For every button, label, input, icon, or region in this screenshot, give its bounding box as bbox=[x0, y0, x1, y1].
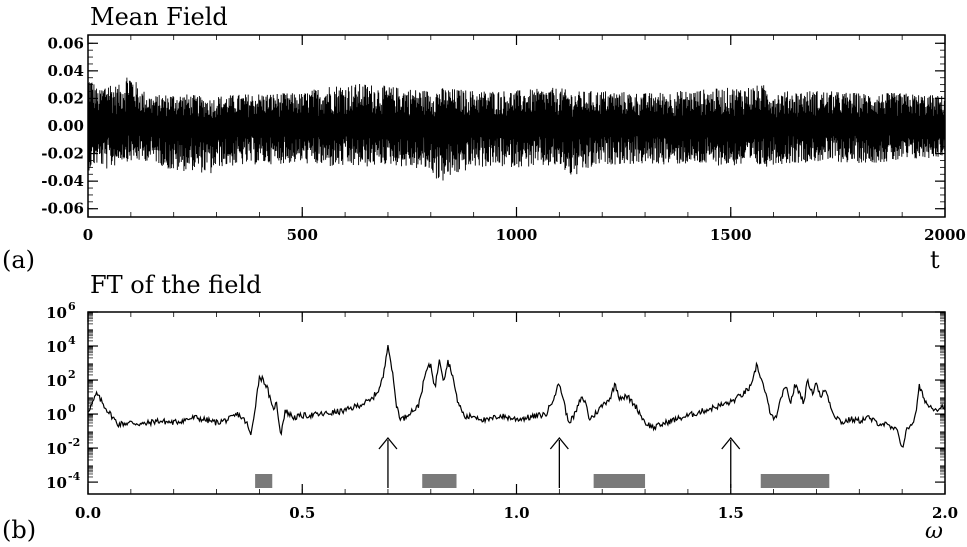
b-ytick-label: 10 bbox=[46, 406, 67, 424]
panel-b-arrows bbox=[378, 436, 741, 488]
a-ytick-label: -0.06 bbox=[41, 200, 84, 218]
a-ytick-label: 0.00 bbox=[47, 117, 84, 135]
panel-a-title: Mean Field bbox=[90, 3, 228, 31]
shaded-band bbox=[255, 474, 273, 488]
b-xtick-label: 1.0 bbox=[503, 504, 529, 522]
b-ytick-exponent: 0 bbox=[68, 402, 76, 415]
panel-a-mean-field: Mean Field -0.06 -0.04 -0.02 0.00 0.02 0.04 0.… bbox=[2, 3, 966, 274]
b-ytick-label: 10 bbox=[46, 372, 67, 390]
panel-a-x-axis: 0 500 1000 1500 2000 bbox=[83, 35, 966, 244]
b-ytick-label: 10 bbox=[46, 304, 67, 322]
panel-b-x-axis: 0.0 0.5 1.0 1.5 2.0 bbox=[75, 312, 958, 522]
b-ytick-exponent: 4 bbox=[68, 334, 76, 347]
panel-a-tag: (a) bbox=[2, 246, 35, 274]
a-xtick-label: 2000 bbox=[924, 226, 966, 244]
b-ytick-exponent: 6 bbox=[68, 300, 76, 313]
b-xtick-label: 0.0 bbox=[75, 504, 101, 522]
b-xtick-label: 1.5 bbox=[718, 504, 744, 522]
a-xtick-label: 500 bbox=[287, 226, 318, 244]
panel-a-series-line bbox=[87, 77, 946, 181]
arrow-head bbox=[378, 436, 398, 450]
b-ytick-exponent: -4 bbox=[68, 470, 81, 483]
panel-b-tag: (b) bbox=[2, 516, 36, 543]
a-ytick-label: 0.06 bbox=[47, 34, 84, 52]
shaded-band bbox=[422, 474, 457, 488]
shaded-band bbox=[760, 474, 830, 488]
a-ytick-label: 0.04 bbox=[47, 62, 84, 80]
panel-b-series-line bbox=[87, 345, 946, 448]
b-ytick-label: 10 bbox=[46, 474, 67, 492]
a-ytick-label: -0.02 bbox=[41, 145, 84, 163]
b-xtick-label: 0.5 bbox=[289, 504, 315, 522]
a-xtick-label: 1500 bbox=[710, 226, 752, 244]
panel-b-frame bbox=[87, 311, 946, 495]
a-xtick-label: 0 bbox=[83, 226, 93, 244]
panel-b-x-label: ω bbox=[925, 519, 943, 543]
panel-a-x-label: t bbox=[930, 246, 940, 274]
a-ytick-label: -0.04 bbox=[41, 172, 84, 190]
arrow-head bbox=[721, 436, 741, 450]
a-xtick-label: 1000 bbox=[496, 226, 538, 244]
panel-b-title: FT of the field bbox=[90, 271, 261, 299]
panel-b-shaded-bands bbox=[255, 474, 830, 488]
b-xtick-label: 2.0 bbox=[932, 504, 958, 522]
arrow-head bbox=[549, 436, 569, 450]
a-ytick-label: 0.02 bbox=[47, 89, 84, 107]
b-ytick-label: 10 bbox=[46, 440, 67, 458]
b-ytick-exponent: 2 bbox=[68, 368, 76, 381]
shaded-band bbox=[593, 474, 646, 488]
b-ytick-exponent: -2 bbox=[68, 436, 80, 449]
b-ytick-label: 10 bbox=[46, 338, 67, 356]
